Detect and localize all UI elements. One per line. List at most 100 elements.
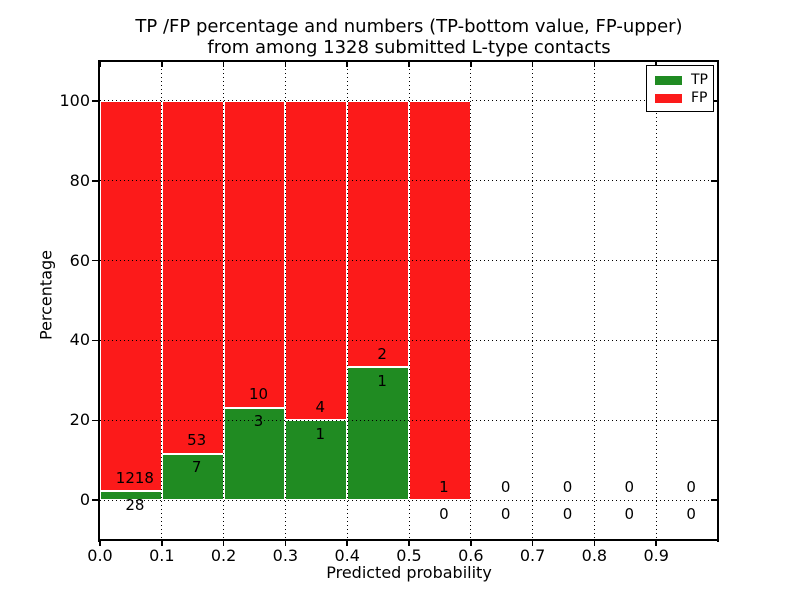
x-tick-label: 0.9: [643, 546, 669, 565]
fp-count-label: 53: [187, 431, 207, 449]
x-tick-mark-bottom: [346, 541, 348, 546]
y-tick-label: 60: [69, 250, 90, 270]
tp-count-label: 0: [686, 504, 696, 523]
y-tick-mark-left: [92, 339, 98, 342]
x-tick-mark-bottom: [531, 541, 534, 546]
x-tick-mark-bottom: [99, 541, 101, 546]
x-tick-mark-top: [161, 62, 163, 67]
x-tick-label: 0.1: [149, 546, 175, 565]
x-tick-mark-bottom: [655, 541, 657, 546]
chart-title-line2: from among 1328 submitted L-type contact…: [207, 37, 611, 58]
chart-title: TP /FP percentage and numbers (TP-bottom…: [100, 16, 718, 58]
y-tick-mark-right: [711, 499, 717, 501]
x-tick-mark-bottom: [593, 541, 596, 546]
tp-count-label: 0: [624, 504, 635, 523]
x-tick-label: 0.4: [334, 546, 360, 565]
plot-area: 1218 28 53 7 10 3 4 1 2 1 1 0 0 0 0 0 0 0 0 0: [100, 61, 718, 540]
legend-item-fp: FP: [647, 89, 713, 107]
vertical-gridline: [223, 61, 225, 540]
vertical-gridline: [655, 61, 657, 540]
x-tick-mark-top: [99, 62, 101, 67]
y-tick-mark-left: [92, 419, 98, 421]
x-tick-mark-bottom: [161, 541, 163, 546]
y-tick-label: 40: [69, 330, 90, 350]
y-tick-mark-right: [711, 100, 717, 102]
fp-count-label: 0: [624, 477, 635, 496]
y-tick-label: 80: [69, 170, 90, 190]
x-tick-mark-bottom: [222, 541, 225, 546]
x-tick-mark-bottom: [470, 541, 472, 546]
tp-bar-segment: [285, 420, 348, 501]
x-tick-mark-top: [593, 62, 596, 67]
fp-count-label: 2: [377, 344, 387, 363]
fp-bar-segment: [347, 100, 409, 368]
x-axis-label: Predicted probability: [326, 563, 492, 582]
x-tick-mark-top: [470, 62, 472, 67]
x-tick-mark-top: [655, 62, 657, 67]
chart-title-line1: TP /FP percentage and numbers (TP-bottom…: [135, 16, 683, 37]
y-tick-mark-right: [711, 180, 717, 182]
fp-count-label: 1218: [115, 468, 154, 487]
y-tick-mark-left: [92, 100, 98, 102]
x-tick-label: 0.3: [272, 546, 299, 565]
vertical-gridline: [532, 61, 534, 540]
tp-count-label: 7: [191, 458, 202, 476]
fp-count-label: 0: [562, 477, 573, 496]
tp-count-label: 0: [500, 504, 511, 523]
top-spine: [98, 60, 719, 62]
y-tick-mark-right: [711, 259, 717, 262]
fp-count-label: 10: [248, 385, 269, 404]
x-tick-mark-top: [531, 62, 534, 67]
fp-bar-segment: [161, 100, 224, 454]
tp-count-label: 1: [315, 424, 326, 443]
fp-bar-segment: [409, 100, 471, 501]
x-tick-label: 0.6: [458, 546, 484, 565]
x-tick-label: 0.0: [87, 546, 113, 565]
tp-count-label: 1: [377, 371, 387, 390]
x-tick-mark-top: [222, 62, 225, 67]
x-tick-label: 0.2: [210, 546, 237, 565]
left-spine: [98, 60, 100, 542]
tp-count-label: 28: [125, 495, 145, 514]
tp-bar-segment: [161, 453, 224, 501]
vertical-gridline: [470, 61, 472, 540]
fp-count-label: 0: [500, 477, 511, 496]
legend-item-tp: TP: [647, 71, 713, 89]
y-tick-mark-right: [711, 339, 717, 342]
x-tick-label: 0.5: [396, 546, 422, 565]
vertical-gridline: [161, 61, 163, 540]
legend-label: TP: [691, 72, 708, 88]
vertical-gridline: [593, 61, 595, 540]
y-tick-mark-right: [711, 419, 717, 421]
y-tick-mark-left: [92, 259, 98, 262]
x-tick-mark-top: [408, 62, 410, 67]
y-tick-label: 20: [69, 410, 90, 430]
x-tick-mark-bottom: [408, 541, 410, 546]
tp-count-label: 0: [562, 504, 573, 523]
vertical-gridline: [346, 61, 348, 540]
fp-bar-segment: [100, 100, 162, 492]
bottom-spine: [98, 539, 719, 541]
fp-count-label: 4: [315, 397, 326, 416]
x-tick-label: 0.8: [581, 546, 608, 565]
fp-count-label: 0: [686, 477, 696, 496]
x-tick-mark-bottom: [284, 541, 287, 546]
tp-count-label: 3: [253, 412, 264, 431]
vertical-gridline: [408, 61, 410, 540]
fp-swatch: [655, 93, 682, 103]
y-tick-mark-left: [92, 180, 98, 182]
tp-swatch: [655, 75, 682, 85]
legend-label: FP: [691, 90, 708, 106]
tp-count-label: 0: [439, 504, 449, 523]
fp-count-label: 1: [439, 477, 449, 496]
y-tick-label: 0: [79, 490, 90, 510]
x-tick-label: 0.7: [519, 546, 546, 565]
x-tick-mark-top: [284, 62, 287, 67]
x-tick-mark-top: [346, 62, 348, 67]
y-tick-mark-left: [92, 499, 98, 501]
fp-bar-segment: [223, 100, 286, 408]
right-spine: [717, 60, 719, 542]
legend: TP FP: [646, 65, 714, 112]
vertical-gridline: [284, 61, 286, 540]
